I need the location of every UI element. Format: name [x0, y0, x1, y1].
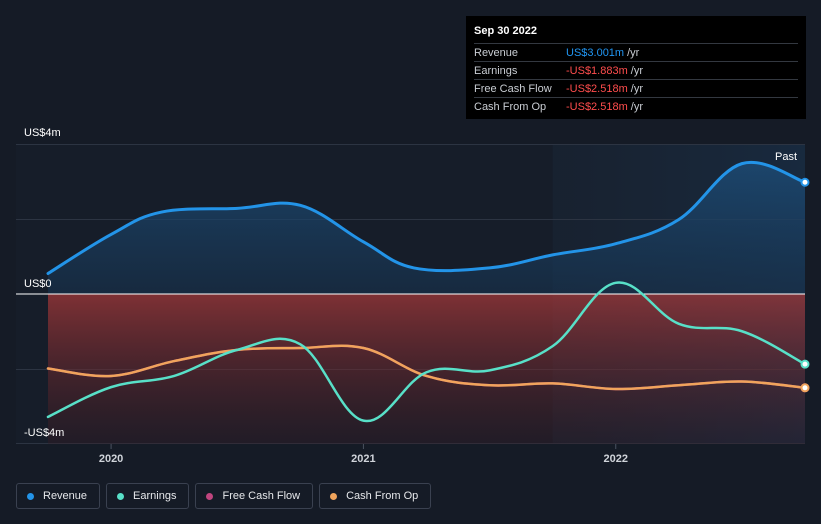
legend-label: Revenue [43, 490, 88, 502]
legend-dot-icon [330, 492, 338, 500]
cash-from-op-end-point [800, 383, 810, 393]
tooltip-panel: Sep 30 2022 Revenue US$3.001m/yr Earnings -… [466, 16, 806, 119]
tooltip-row-label: Cash From Op [474, 100, 547, 113]
x-tick-label: 2021 [351, 453, 375, 465]
chart-area: US$4m US$0 -US$4m Past 2020 2021 2022 [16, 127, 810, 465]
legend-label: Earnings [133, 490, 177, 502]
legend: Revenue Earnings Free Cash Flow Cash From O… [16, 483, 432, 509]
legend-label: Cash From Op [346, 490, 419, 502]
tooltip-date: Sep 30 2022 [474, 25, 537, 37]
cash-from-op-line [46, 344, 805, 391]
legend-dot-icon [117, 492, 125, 500]
tooltip-row-unit: /yr [630, 82, 643, 95]
tooltip-row-label: Earnings [474, 64, 518, 77]
tooltip-row-value: US$3.001m [566, 46, 625, 59]
tooltip-row-unit: /yr [630, 64, 643, 77]
tooltip-row-label: Revenue [474, 46, 519, 59]
earnings-line [46, 281, 805, 423]
y-label-top: US$4m [24, 127, 61, 139]
past-label: Past [775, 151, 797, 163]
loss-area [48, 294, 805, 444]
x-tick-label: 2022 [604, 453, 628, 465]
tooltip-row-unit: /yr [630, 100, 643, 113]
tooltip-row: Cash From Op -US$2.518m/yr [474, 97, 798, 115]
y-label-zero: US$0 [24, 278, 52, 290]
y-label-bottom: -US$4m [24, 427, 64, 439]
tooltip-row-value: -US$2.518m [566, 82, 628, 95]
tooltip-row: Free Cash Flow -US$2.518m/yr [474, 79, 798, 97]
tooltip-row-value: -US$1.883m [566, 64, 628, 77]
legend-dot-icon [27, 492, 34, 500]
tooltip-row: Revenue US$3.001m/yr [474, 43, 798, 61]
legend-dot-icon [206, 492, 214, 500]
legend-item-earnings[interactable]: Earnings [106, 483, 190, 509]
x-tick-label: 2020 [99, 453, 123, 465]
legend-item-free-cash-flow[interactable]: Free Cash Flow [195, 483, 314, 509]
revenue-area [48, 162, 805, 294]
earnings-end-point [800, 359, 810, 369]
tooltip-row: Earnings -US$1.883m/yr [474, 61, 798, 79]
revenue-line [46, 160, 805, 276]
legend-item-revenue[interactable]: Revenue [16, 483, 101, 509]
legend-label: Free Cash Flow [222, 490, 301, 502]
revenue-end-point [800, 177, 810, 187]
tooltip-row-value: -US$2.518m [566, 100, 628, 113]
legend-item-cash-from-op[interactable]: Cash From Op [319, 483, 432, 509]
tooltip-row-unit: /yr [627, 46, 640, 59]
tooltip-row-label: Free Cash Flow [474, 82, 552, 95]
